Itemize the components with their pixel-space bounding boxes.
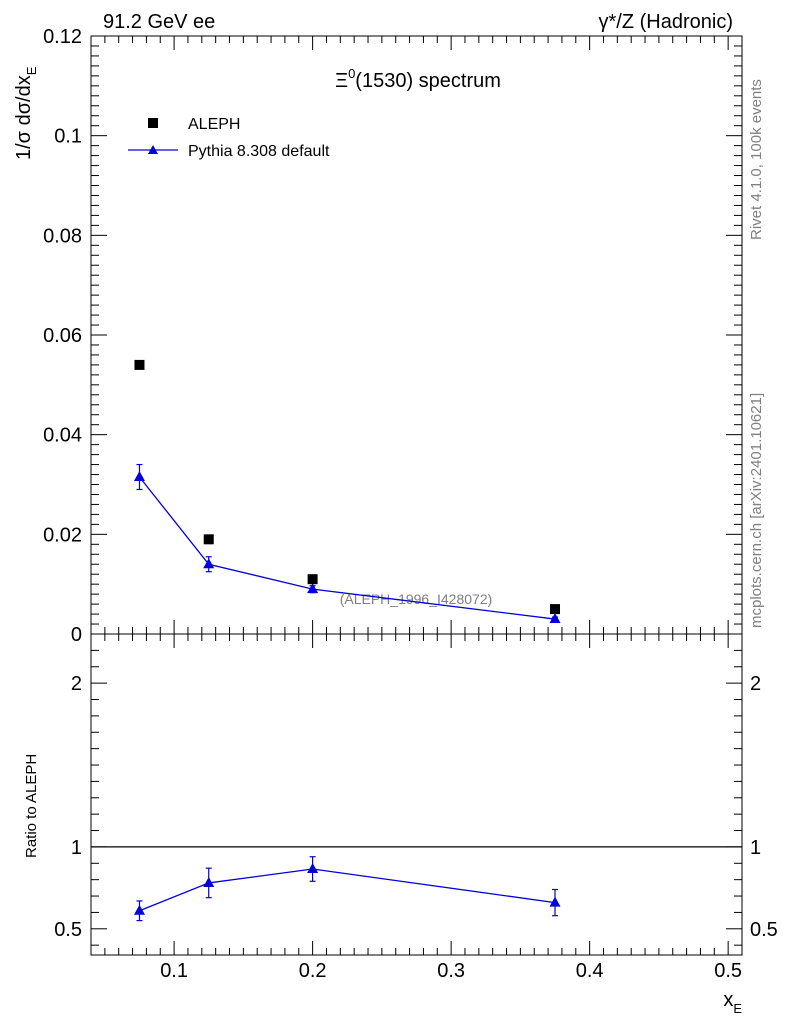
x-tick-label: 0.5 bbox=[714, 960, 742, 982]
ratio-line bbox=[139, 868, 556, 912]
pythia-line bbox=[138, 476, 556, 620]
x-tick-label: 0.4 bbox=[576, 960, 604, 982]
legend-pythia-label: Pythia 8.308 default bbox=[188, 143, 330, 160]
ratio-y-tick-label-right: 0.5 bbox=[750, 919, 778, 941]
x-tick-label: 0.3 bbox=[437, 960, 465, 982]
title-superscript: 0 bbox=[348, 66, 355, 81]
ratio-point bbox=[307, 863, 319, 874]
main-y-tick-label: 0 bbox=[71, 624, 82, 646]
ratio-point bbox=[203, 876, 215, 887]
aleph-point bbox=[134, 359, 145, 370]
main-title: Ξ0(1530) spectrum bbox=[335, 66, 501, 92]
header-process: γ*/Z (Hadronic) bbox=[599, 11, 733, 33]
ratio-y-tick-label-right: 2 bbox=[750, 673, 761, 695]
ratio-ylabel: Ratio to ALEPH bbox=[23, 754, 40, 858]
main-y-tick-label: 0.1 bbox=[54, 126, 82, 148]
xlabel: xE bbox=[723, 989, 742, 1016]
aleph-point bbox=[550, 604, 561, 615]
legend: ALEPH Pythia 8.308 default bbox=[128, 116, 330, 160]
pythia-point bbox=[203, 558, 215, 569]
mcplots-info: mcplots.cern.ch [arXiv:2401.10621] bbox=[748, 393, 765, 628]
legend-pythia-marker bbox=[148, 145, 158, 154]
main-y-tick-label: 0.06 bbox=[43, 325, 82, 347]
xlabel-sub: E bbox=[733, 1001, 742, 1016]
ratio-point bbox=[133, 904, 145, 915]
ratio-point bbox=[549, 896, 561, 907]
ratio-y-tick-label: 1 bbox=[71, 837, 82, 859]
main-y-tick-label: 0.08 bbox=[43, 225, 82, 247]
legend-aleph-marker bbox=[148, 118, 158, 128]
pythia-point bbox=[307, 583, 319, 594]
main-ylabel-text: 1/σ dσ/dx bbox=[13, 75, 35, 160]
rivet-info: Rivet 4.1.0, 100k events bbox=[748, 79, 765, 240]
ratio-frame bbox=[90, 633, 743, 956]
pythia-point bbox=[549, 613, 561, 624]
aleph-point bbox=[203, 534, 214, 545]
aleph-point bbox=[307, 574, 318, 585]
ratio-y-tick-label-right: 1 bbox=[750, 837, 761, 859]
title-rest: (1530) spectrum bbox=[355, 70, 501, 92]
ratio-y-tick-label: 2 bbox=[71, 673, 82, 695]
analysis-watermark: (ALEPH_1996_I428072) bbox=[340, 591, 493, 607]
main-y-tick-label: 0.02 bbox=[43, 524, 82, 546]
x-tick-label: 0.1 bbox=[160, 960, 188, 982]
title-symbol: Ξ bbox=[335, 70, 348, 92]
header-energy: 91.2 GeV ee bbox=[103, 11, 215, 33]
x-tick-label: 0.2 bbox=[299, 960, 327, 982]
main-ylabel-sub: E bbox=[24, 66, 39, 75]
main-ylabel: 1/σ dσ/dxE bbox=[13, 66, 39, 160]
xlabel-text: x bbox=[723, 989, 733, 1011]
main-y-tick-label: 0.12 bbox=[43, 26, 82, 48]
legend-aleph-label: ALEPH bbox=[188, 116, 240, 133]
chart-marks: 0.1 0.2 0.3 0.4 0.5 0 0.02 0.04 0.06 0.08 0.1 0.12 0… bbox=[43, 26, 778, 982]
main-y-tick-label: 0.04 bbox=[43, 425, 82, 447]
pythia-point bbox=[133, 471, 145, 482]
ratio-y-tick-label: 0.5 bbox=[54, 919, 82, 941]
